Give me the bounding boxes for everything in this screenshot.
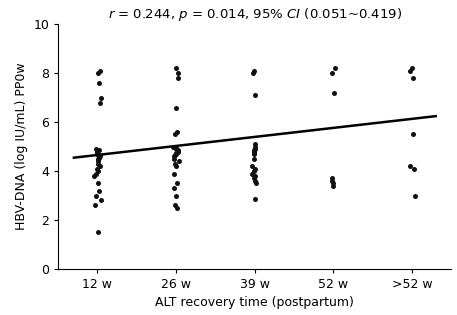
Point [95,155,102,160]
Point [95,159,102,164]
Point [95,181,102,186]
Point [93,193,100,198]
Point [175,71,182,76]
Point [94,149,101,154]
Point [172,193,180,198]
Point [94,230,101,235]
Point [170,144,177,149]
Point [174,181,181,186]
X-axis label: ALT recovery time (postpartum): ALT recovery time (postpartum) [155,296,354,309]
Point [410,76,417,81]
Point [250,150,257,155]
Point [172,164,179,169]
Point [97,95,104,100]
Point [173,129,181,135]
Point [406,164,414,169]
Point [172,152,179,157]
Point [174,148,181,153]
Point [250,176,257,181]
Y-axis label: HBV-DNA (log IU/mL) PP0w: HBV-DNA (log IU/mL) PP0w [15,63,28,231]
Point [250,68,258,73]
Point [95,81,102,86]
Point [407,68,414,73]
Point [172,146,179,151]
Point [250,149,258,154]
Point [174,149,181,154]
Point [94,166,101,171]
Point [411,193,419,198]
Point [328,71,335,76]
Point [330,90,338,95]
Point [96,154,103,159]
Point [97,198,104,203]
Point [409,66,416,71]
Point [93,171,100,176]
Point [251,178,259,183]
Point [173,105,180,110]
Point [329,183,337,188]
Point [410,166,418,171]
Point [95,188,102,193]
Point [175,76,182,81]
Point [250,71,257,76]
Point [251,144,259,149]
Point [249,164,256,169]
Point [329,178,336,183]
Point [171,203,179,208]
Point [331,66,339,71]
Point [170,154,178,159]
Point [172,161,179,166]
Point [95,152,102,157]
Title: $r$ = 0.244, $p$ = 0.014, 95% $CI$ (0.051~0.419): $r$ = 0.244, $p$ = 0.014, 95% $CI$ (0.05… [108,6,402,23]
Point [94,153,101,158]
Point [251,146,259,152]
Point [251,93,258,98]
Point [250,148,258,153]
Point [94,161,101,166]
Point [96,164,103,169]
Point [170,156,177,161]
Point [173,205,181,210]
Point [173,146,180,152]
Point [409,132,416,137]
Point [94,169,101,174]
Point [171,153,178,158]
Point [252,181,260,186]
Point [95,71,102,76]
Point [171,132,179,137]
Point [96,100,104,105]
Point [94,150,101,155]
Point [250,169,258,174]
Point [252,174,259,179]
Point [251,197,259,202]
Point [96,68,104,73]
Point [94,156,101,161]
Point [90,174,97,179]
Point [95,148,102,153]
Point [250,152,258,157]
Point [329,176,336,181]
Point [92,203,99,208]
Point [172,66,180,71]
Point [250,156,257,161]
Point [329,181,336,186]
Point [170,186,177,191]
Point [251,166,259,171]
Point [249,171,256,176]
Point [171,171,178,176]
Point [172,150,179,155]
Point [92,146,100,152]
Point [252,142,259,147]
Point [175,159,182,164]
